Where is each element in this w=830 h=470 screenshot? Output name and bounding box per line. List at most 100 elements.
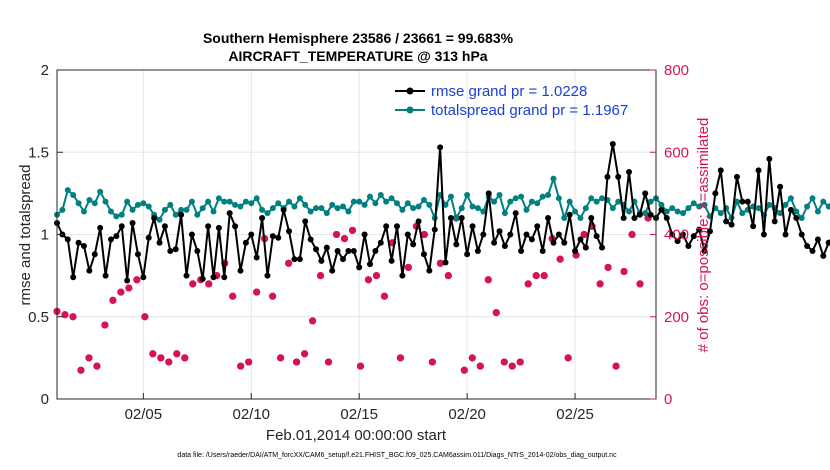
rmse-point	[205, 223, 212, 230]
rmse-point	[318, 257, 325, 264]
rmse-point	[814, 236, 821, 243]
rmse-point	[647, 211, 654, 218]
totalspread-point	[480, 208, 487, 215]
totalspread-point	[766, 201, 773, 208]
totalspread-point	[804, 203, 811, 210]
obs-possible-marker	[125, 284, 133, 292]
totalspread-point	[469, 203, 476, 210]
rmse-point	[372, 247, 379, 254]
totalspread-point	[388, 195, 395, 202]
obs-possible-marker	[301, 350, 309, 358]
totalspread-point	[393, 200, 400, 207]
obs-possible-marker	[317, 272, 325, 280]
rmse-point	[145, 234, 152, 241]
obs-possible-marker	[356, 362, 364, 370]
totalspread-point	[507, 198, 514, 205]
obs-possible-marker	[149, 350, 157, 358]
rmse-point	[264, 272, 271, 279]
rmse-point	[469, 223, 476, 230]
totalspread-point	[518, 193, 525, 200]
rmse-point	[447, 215, 454, 222]
rmse-point	[555, 231, 562, 238]
obs-possible-marker	[556, 255, 564, 263]
obs-possible-marker	[468, 354, 476, 362]
totalspread-point	[777, 210, 784, 217]
obs-assimilated-marker	[237, 362, 245, 370]
totalspread-point	[685, 205, 692, 212]
obs-possible-marker	[476, 362, 484, 370]
totalspread-point	[588, 195, 595, 202]
obs-possible-marker	[293, 358, 301, 366]
totalspread-point	[647, 198, 654, 205]
obs-assimilated-marker	[540, 272, 548, 280]
totalspread-point	[491, 198, 498, 205]
rmse-point	[442, 259, 449, 266]
rmse-point	[91, 251, 98, 258]
rmse-point	[485, 190, 492, 197]
totalspread-point	[124, 198, 131, 205]
rmse-point	[275, 234, 282, 241]
obs-possible-marker	[380, 292, 388, 300]
totalspread-point	[615, 198, 622, 205]
obs-possible-marker	[93, 362, 101, 370]
totalspread-point	[679, 210, 686, 217]
obs-possible-marker	[229, 292, 237, 300]
rmse-point	[134, 251, 141, 258]
rmse-point	[626, 168, 633, 175]
obs-assimilated-marker	[117, 288, 125, 296]
totalspread-point	[356, 198, 363, 205]
totalspread-point	[361, 201, 368, 208]
totalspread-point	[572, 208, 579, 215]
rmse-point	[194, 247, 201, 254]
totalspread-point	[453, 215, 460, 222]
totalspread-point	[350, 198, 357, 205]
obs-possible-marker	[245, 358, 253, 366]
totalspread-point	[296, 195, 303, 202]
obs-assimilated-marker	[189, 280, 197, 288]
totalspread-point	[474, 205, 481, 212]
obs-assimilated-marker	[468, 354, 476, 362]
obs-possible-marker	[484, 276, 492, 284]
totalspread-point	[626, 208, 633, 215]
rmse-point	[528, 236, 535, 243]
rmse-point	[199, 275, 206, 282]
totalspread-point	[318, 205, 325, 212]
y-tick-label: 1	[41, 227, 49, 244]
totalspread-point	[539, 193, 546, 200]
x-tick-label: 02/25	[556, 406, 594, 423]
rmse-point	[129, 219, 136, 226]
totalspread-point	[64, 187, 71, 194]
rmse-point	[345, 247, 352, 254]
rmse-point	[410, 241, 417, 248]
totalspread-point	[674, 208, 681, 215]
y2-tick-label: 600	[664, 144, 689, 161]
totalspread-point	[226, 198, 233, 205]
rmse-point	[296, 256, 303, 263]
totalspread-point	[253, 195, 260, 202]
rmse-point	[771, 218, 778, 225]
totalspread-point	[561, 215, 568, 222]
y-axis-left-label: rmse and totalspread	[17, 165, 34, 306]
rmse-point	[210, 274, 217, 281]
chart-title-line2: AIRCRAFT_TEMPERATURE @ 313 hPa	[228, 48, 487, 64]
rmse-point	[696, 226, 703, 233]
totalspread-point	[383, 198, 390, 205]
obs-assimilated-marker	[325, 358, 333, 366]
rmse-point	[777, 183, 784, 190]
obs-possible-marker	[69, 313, 77, 321]
obs-assimilated-marker	[580, 231, 588, 238]
totalspread-point	[107, 208, 114, 215]
rmse-point	[151, 215, 158, 222]
obs-assimilated-marker	[109, 296, 117, 304]
obs-possible-marker	[508, 362, 516, 370]
rmse-point	[620, 215, 627, 222]
data-file-footnote: data file: /Users/raeder/DAI/ATM_forcXX/…	[177, 452, 617, 459]
totalspread-point	[97, 188, 104, 195]
rmse-point	[80, 243, 87, 250]
obs-assimilated-marker	[612, 362, 620, 370]
rmse-point	[388, 257, 395, 264]
obs-assimilated-marker	[372, 272, 380, 280]
rmse-point	[474, 247, 481, 254]
rmse-point	[161, 223, 168, 230]
legend-rmse-label: rmse grand pr = 1.0228	[431, 83, 587, 100]
